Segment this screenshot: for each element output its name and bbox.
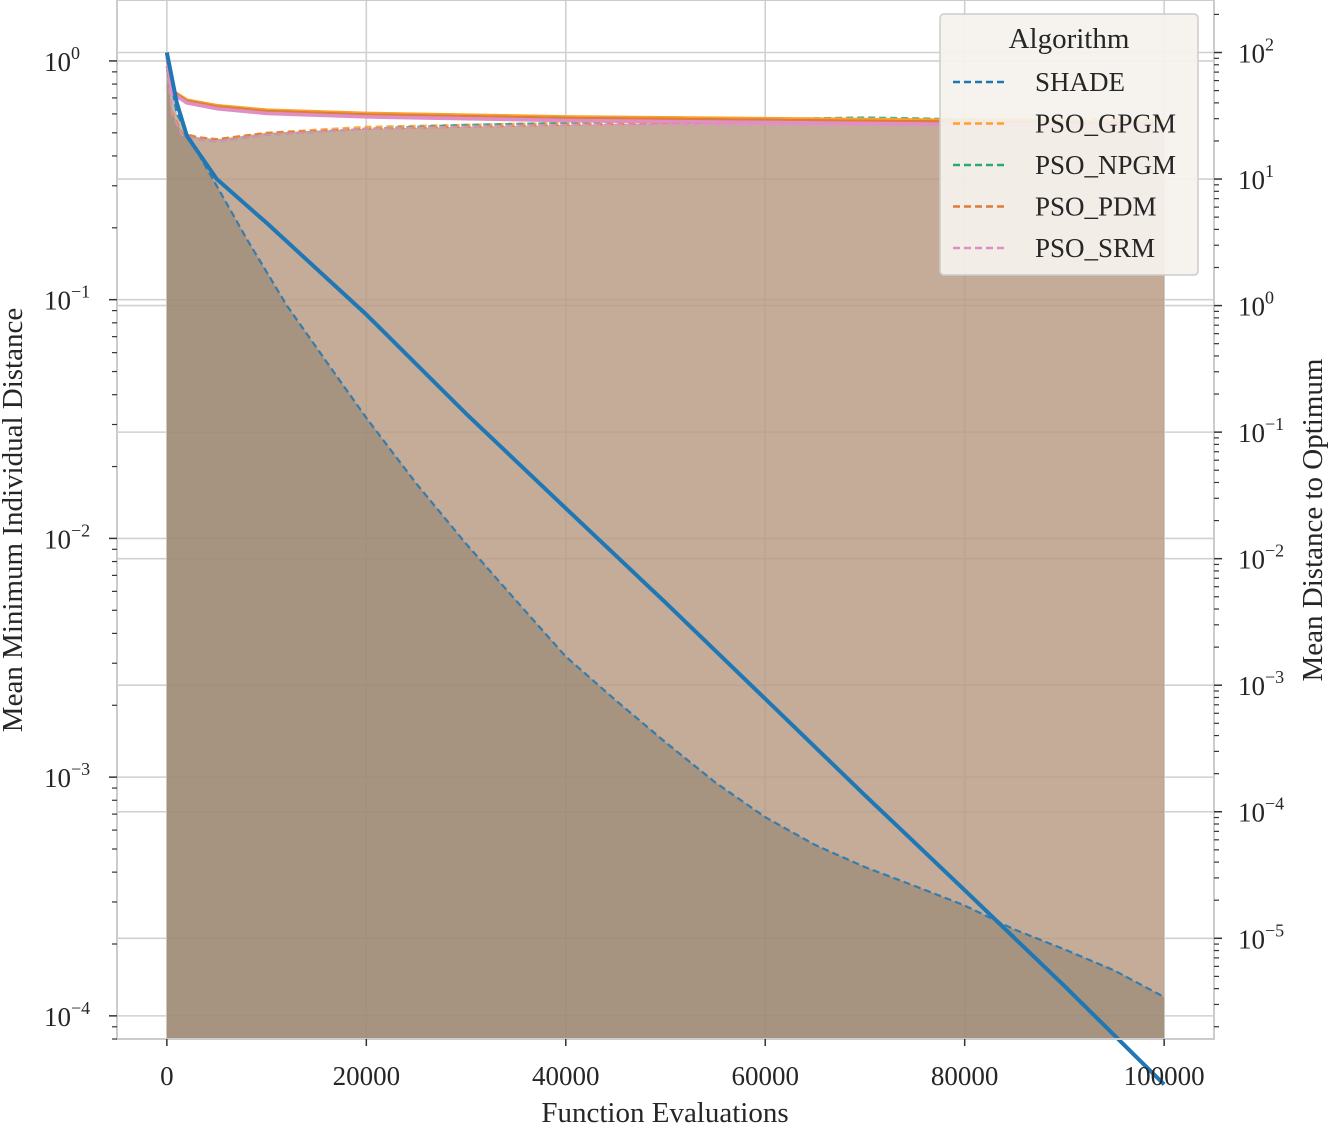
right-tick-label: 10−5 (1238, 920, 1284, 954)
x-tick-label: 60000 (731, 1061, 799, 1091)
legend-title: Algorithm (1009, 23, 1130, 55)
legend: Algorithm SHADE PSO_GPGM PSO_NPGM PSO_PDM PS… (939, 13, 1199, 276)
right-tick-label: 100 (1238, 288, 1274, 322)
left-tick-label: 10−3 (44, 759, 90, 793)
x-tick-label: 20000 (333, 1061, 401, 1091)
x-tick-label: 80000 (931, 1061, 999, 1091)
left-tick-label: 10−4 (44, 998, 90, 1032)
left-tick-label: 10−1 (44, 282, 90, 316)
series-line-pso_srm-min-distance (165, 66, 1165, 143)
legend-entry-pso_pdm: PSO_PDM (1035, 192, 1157, 222)
y-axis-left-label: Mean Minimum Individual Distance (0, 308, 29, 732)
left-tick-label: 100 (44, 43, 80, 77)
left-tick-label: 10−2 (44, 520, 90, 554)
legend-entry-pso_gpgm: PSO_GPGM (1035, 109, 1176, 139)
legend-entry-pso_npgm: PSO_NPGM (1035, 150, 1176, 180)
right-tick-label: 10−4 (1238, 794, 1284, 828)
legend-box (939, 13, 1199, 276)
series-line-pso_npgm-min-distance (165, 66, 1165, 143)
legend-entry-shade: SHADE (1035, 67, 1125, 97)
right-tick-label: 10−1 (1238, 414, 1284, 448)
x-axis-label: Function Evaluations (541, 1097, 788, 1129)
series-line-shade-min-distance (165, 60, 1165, 998)
x-tick-label: 40000 (532, 1061, 600, 1091)
right-tick-label: 101 (1238, 161, 1274, 195)
right-tick-label: 102 (1238, 35, 1274, 69)
x-tick-label: 0 (160, 1061, 174, 1091)
right-tick-label: 10−2 (1238, 541, 1284, 575)
y-axis-right-label: Mean Distance to Optimum (1297, 358, 1329, 681)
series-line-shade-distance-optimum (164, 52, 1166, 1086)
axis-ticks: 0 20000 40000 60000 80000 100000 100 10−1 10−2 10… (44, 13, 1284, 1091)
x-tick-label: 100000 (1124, 1061, 1205, 1091)
area-fill-shade (166, 60, 1165, 1040)
right-tick-label: 10−3 (1238, 667, 1284, 701)
plot-frame (116, 0, 1215, 1040)
legend-entry-pso_srm: PSO_SRM (1035, 233, 1155, 263)
area-fills (166, 60, 1165, 1040)
